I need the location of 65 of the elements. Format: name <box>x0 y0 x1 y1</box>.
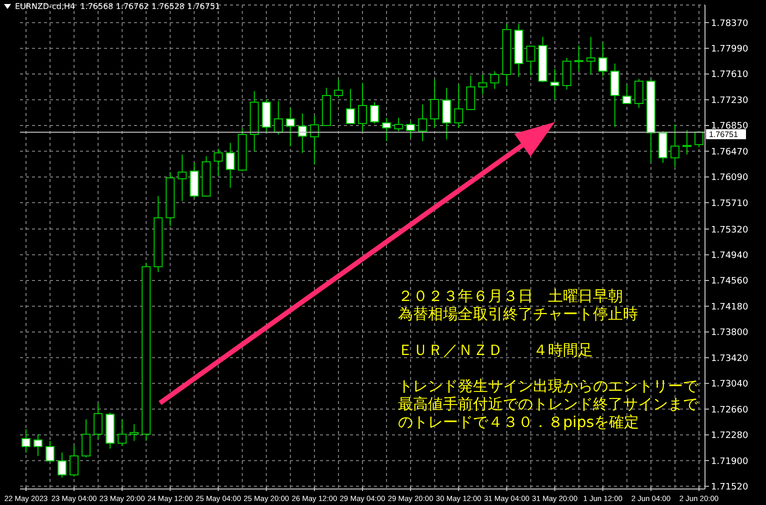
candlestick <box>418 104 428 142</box>
candlestick <box>70 445 79 478</box>
annotation: ＥＵＲ／ＮＺＤ ４時間足 <box>398 341 594 359</box>
candlestick <box>406 120 416 138</box>
candlestick <box>454 84 464 128</box>
candlestick <box>598 42 608 77</box>
y-tick-label: 1.77990 <box>711 44 748 55</box>
candlestick <box>622 84 632 104</box>
candlestick <box>226 142 235 188</box>
y-tick-label: 1.73800 <box>711 328 748 338</box>
candlestick <box>34 434 43 456</box>
candlestick <box>298 113 307 154</box>
candlestick <box>586 36 596 76</box>
y-tick-label: 1.77610 <box>711 70 748 80</box>
y-tick-label: 1.72660 <box>711 405 748 416</box>
candlestick <box>526 45 536 76</box>
candlestick <box>634 78 644 108</box>
annotation: ２０２３年６月３日 土曜日早朝 <box>398 287 624 305</box>
y-tick-label: 1.75320 <box>711 225 748 236</box>
candlestick <box>430 79 440 128</box>
y-tick-label: 1.75710 <box>711 198 748 209</box>
candlestick <box>394 117 404 132</box>
y-tick-label: 1.71900 <box>711 456 748 467</box>
candlestick <box>370 102 380 124</box>
chart-title: EURNZD-cd,H4 1.76568 1.76762 1.76528 1.76751 <box>15 2 220 11</box>
y-tick-label: 1.77230 <box>711 96 748 106</box>
y-tick-label: 1.76090 <box>711 173 748 184</box>
candlestick <box>118 418 127 446</box>
ref-line-label: 1.76751 <box>709 130 738 140</box>
candlestick <box>46 440 55 464</box>
candlestick <box>490 70 500 90</box>
y-tick-label: 1.74180 <box>711 302 748 312</box>
candlestick <box>694 130 704 148</box>
candlestick <box>346 88 355 124</box>
y-tick-label: 1.76850 <box>711 122 748 132</box>
y-tick-label: 1.73040 <box>711 380 748 390</box>
candlestick <box>670 124 680 168</box>
candlestick <box>382 117 392 142</box>
candlestick <box>214 148 223 177</box>
candlestick <box>58 452 67 478</box>
candlestick <box>94 402 103 440</box>
candlestick <box>130 424 139 442</box>
candlestick <box>334 79 343 98</box>
candlestick <box>466 75 476 111</box>
candlestick <box>478 74 488 96</box>
y-tick-label: 1.71520 <box>711 482 748 492</box>
y-tick-label: 1.72280 <box>711 431 748 442</box>
candlestick <box>286 107 295 147</box>
annotation: 為替相場全取引終了チャート停止時 <box>398 305 639 323</box>
y-tick-label: 1.78370 <box>711 18 748 29</box>
y-tick-label: 1.76470 <box>711 147 748 158</box>
candlestick <box>274 100 283 135</box>
candlestick <box>22 428 30 454</box>
y-tick-label: 1.74560 <box>711 276 748 287</box>
annotation: トレンド発生サイン出現からのエントリーで最高値手前付近でのトレンド終了サインまでのトレードで４３０．８pipsを確定 <box>398 377 698 431</box>
candlestick <box>358 82 367 132</box>
candlestick <box>550 68 560 100</box>
y-tick-label: 1.73420 <box>711 354 748 364</box>
candlestick <box>574 45 584 72</box>
candlestick <box>682 130 692 155</box>
candlestick <box>178 154 187 202</box>
candlestick <box>310 115 319 165</box>
candlestick <box>82 418 91 458</box>
candlestick <box>442 87 452 140</box>
y-tick-label: 1.74940 <box>711 250 748 261</box>
